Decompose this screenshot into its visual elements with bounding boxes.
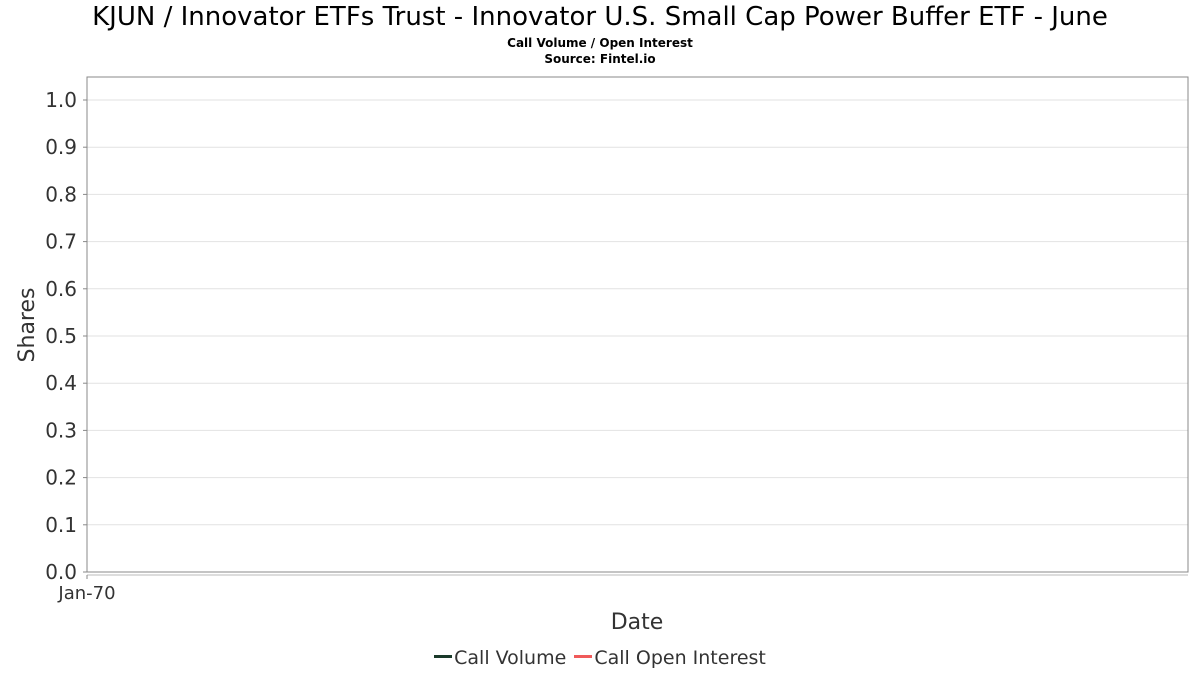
y-axis-ticks: 0.0 0.1 0.2 0.3 0.4 0.5 0.6 0.7 0.8 0.9 1.0 <box>45 88 87 584</box>
y-tick-label: 1.0 <box>45 88 77 112</box>
x-axis-ticks: Jan-70 <box>57 575 116 604</box>
legend-label: Call Volume <box>454 647 567 669</box>
legend-swatch <box>434 655 453 658</box>
chart-subtitle: Call Volume / Open Interest <box>507 36 693 50</box>
plot-area <box>86 76 1189 573</box>
x-axis-label: Date <box>611 610 664 635</box>
y-tick-label: 0.3 <box>45 418 77 442</box>
grid-lines <box>87 99 1188 526</box>
y-tick-label: 0.7 <box>45 230 77 254</box>
y-tick-label: 0.9 <box>45 135 77 159</box>
chart-legend: Call Volume Call Open Interest <box>0 647 1200 669</box>
y-axis-label: Shares <box>15 288 40 363</box>
chart-source: Source: Fintel.io <box>544 52 656 66</box>
x-tick-label: Jan-70 <box>57 583 115 604</box>
legend-swatch <box>574 655 593 658</box>
y-tick-label: 0.1 <box>45 513 77 537</box>
y-tick-label: 0.6 <box>45 277 77 301</box>
y-tick-label: 0.4 <box>45 371 77 395</box>
chart-canvas: 0.0 0.1 0.2 0.3 0.4 0.5 0.6 0.7 0.8 0.9 1.0 Jan-70… <box>15 76 1189 635</box>
y-tick-label: 0.2 <box>45 466 77 490</box>
legend-item-call-open-interest[interactable]: Call Open Interest <box>574 647 766 669</box>
legend-item-call-volume[interactable]: Call Volume <box>434 647 566 669</box>
legend-label: Call Open Interest <box>594 647 766 669</box>
y-tick-label: 0.5 <box>45 324 77 348</box>
chart-title: KJUN / Innovator ETFs Trust - Innovator … <box>92 2 1108 32</box>
y-tick-label: 0.8 <box>45 182 77 206</box>
y-tick-label: 0.0 <box>45 560 77 584</box>
